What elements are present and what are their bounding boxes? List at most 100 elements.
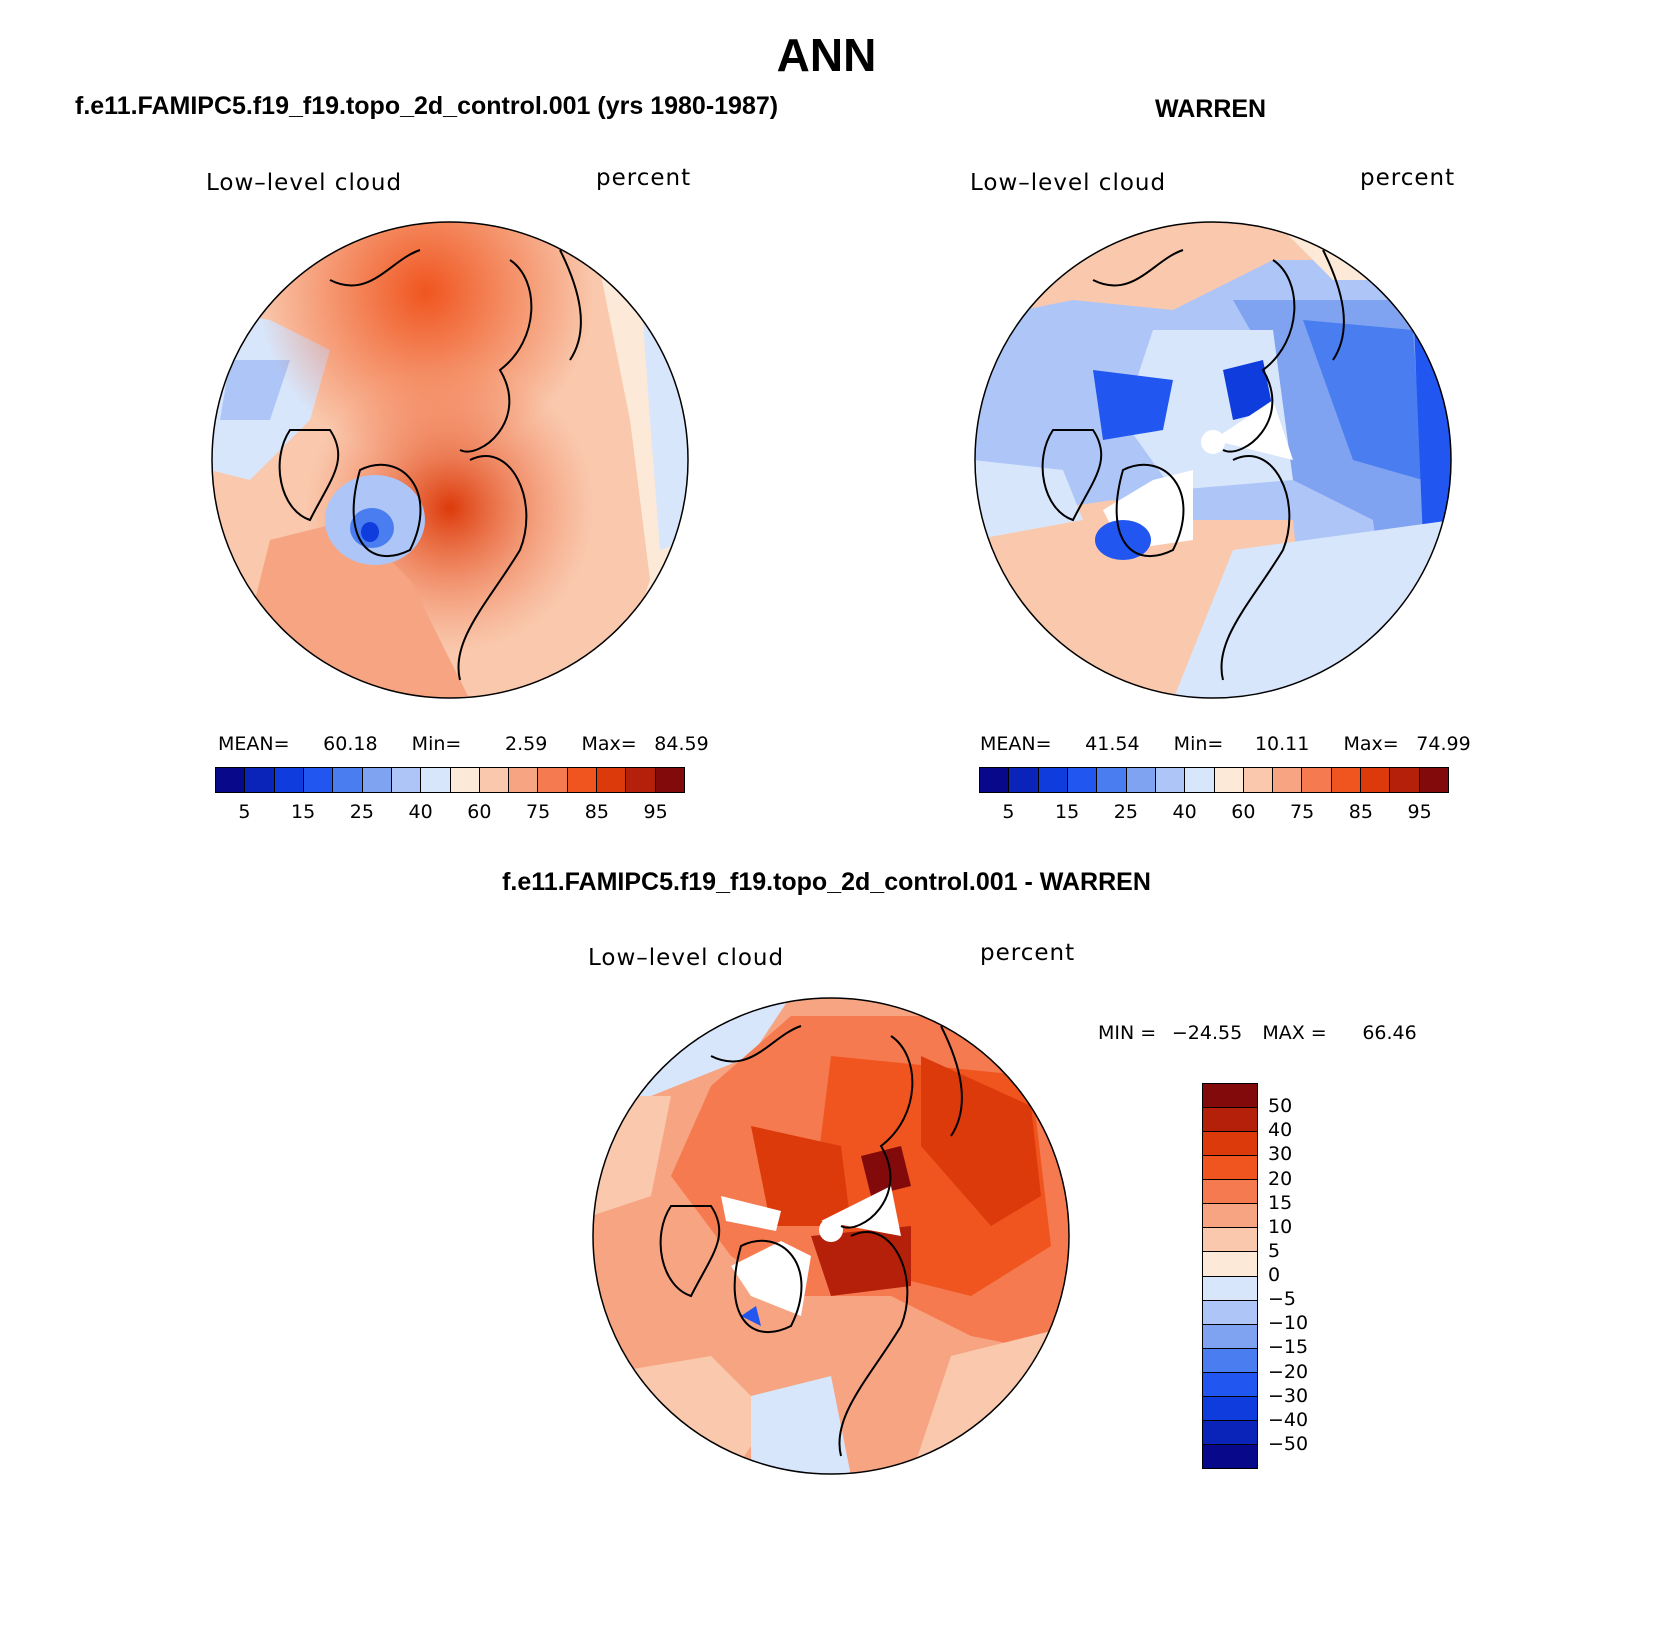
control-colorbar-swatch (567, 768, 598, 792)
control-colorbar-swatch (421, 768, 451, 792)
obs-polar-map (974, 221, 1452, 699)
obs-colorbar-swatch (1155, 768, 1186, 792)
diff-field-region (751, 1376, 851, 1474)
diff-max-label: MAX = (1262, 1022, 1327, 1044)
diff-colorbar-swatch (1203, 1108, 1257, 1133)
obs-pole-hole (1201, 430, 1225, 454)
obs-colorbar-swatch (1067, 768, 1098, 792)
control-units-label: percent (596, 165, 692, 191)
diff-colorbar-tick-label: −30 (1268, 1384, 1309, 1407)
control-colorbar-swatch (509, 768, 539, 792)
obs-min-label: Min= (1173, 733, 1224, 755)
obs-max-label: Max= (1343, 733, 1399, 755)
control-colorbar-swatch (245, 768, 275, 792)
diff-colorbar-tick-label: 20 (1268, 1167, 1293, 1190)
control-colorbar-tick-label: 40 (408, 801, 433, 823)
diff-colorbar-swatch (1203, 1084, 1257, 1109)
control-colorbar-tick-label: 25 (349, 801, 374, 823)
diff-colorbar-tick-label: 0 (1268, 1264, 1281, 1286)
diff-colorbar-swatch (1203, 1252, 1257, 1277)
diff-colorbar-swatch (1203, 1300, 1257, 1325)
obs-colorbar-swatch (1302, 768, 1332, 792)
diff-max-value: 66.46 (1362, 1022, 1417, 1044)
diff-field-region (741, 1306, 761, 1326)
diff-colorbar-tick-label: −40 (1268, 1408, 1309, 1431)
obs-colorbar-swatch (1390, 768, 1420, 792)
diff-map-border (592, 997, 1070, 1475)
control-stats: MEAN= 60.18 Min= 2.59 Max= 84.59 (218, 733, 709, 755)
obs-colorbar-tick-label: 60 (1231, 801, 1256, 823)
diff-coastlines (659, 1025, 963, 1457)
control-colorbar (215, 767, 685, 793)
control-colorbar-swatch (450, 768, 480, 792)
obs-map-border (974, 221, 1452, 699)
obs-colorbar-tick-label: 95 (1407, 801, 1432, 823)
diff-units-label: percent (980, 940, 1076, 966)
obs-colorbar-swatch (1185, 768, 1215, 792)
obs-variable-label: Low–level cloud (970, 170, 1167, 196)
obs-colorbar-tick-label: 85 (1348, 801, 1373, 823)
obs-colorbar-swatch (1009, 768, 1039, 792)
control-colorbar-swatch (479, 768, 510, 792)
control-colorbar-tick-label: 95 (643, 801, 668, 823)
control-colorbar-tick-label: 75 (526, 801, 551, 823)
diff-colorbar-tick-label: 50 (1268, 1095, 1293, 1118)
diff-min-label: MIN = (1098, 1022, 1157, 1044)
main-title: ANN (776, 29, 877, 81)
control-colorbar-swatch (538, 768, 568, 792)
diff-colorbar-tick-label: −20 (1268, 1360, 1309, 1383)
control-colorbar-tick-label: 5 (238, 801, 251, 823)
obs-colorbar-swatch (1331, 768, 1362, 792)
obs-colorbar-swatch (1038, 768, 1068, 792)
diff-min-value: −24.55 (1171, 1022, 1243, 1044)
diff-colorbar-tick-label: 10 (1268, 1215, 1293, 1238)
diff-colorbar-tick-label: 5 (1268, 1239, 1281, 1262)
obs-colorbar-tick-label: 75 (1290, 801, 1315, 823)
obs-coastlines (1041, 249, 1345, 681)
control-min-label: Min= (411, 733, 462, 755)
control-max-value: 84.59 (654, 733, 709, 755)
diff-colorbar-tick-label: −50 (1268, 1432, 1309, 1455)
control-colorbar-swatch (655, 768, 684, 792)
diff-colorbar-tick-label: −15 (1268, 1336, 1309, 1359)
obs-panel-title: WARREN (1155, 95, 1267, 123)
diff-variable-label: Low–level cloud (588, 945, 785, 971)
control-mean-label: MEAN= (218, 733, 290, 755)
obs-colorbar-tick-label: 5 (1002, 801, 1015, 823)
obs-field-region (1223, 360, 1273, 420)
control-variable-label: Low–level cloud (206, 170, 403, 196)
control-colorbar-swatch (216, 768, 246, 792)
obs-colorbar-swatch (1273, 768, 1303, 792)
diff-colorbar-swatch (1203, 1132, 1257, 1157)
control-panel-title: f.e11.FAMIPC5.f19_f19.topo_2d_control.00… (75, 92, 779, 120)
control-max-label: Max= (581, 733, 637, 755)
obs-colorbar-swatch (1419, 768, 1448, 792)
control-colorbar-tick-label: 15 (291, 801, 316, 823)
diff-colorbar-tick-label: 40 (1268, 1119, 1293, 1142)
diff-colorbar-swatch (1203, 1204, 1257, 1229)
obs-mean-label: MEAN= (980, 733, 1052, 755)
obs-units-label: percent (1360, 165, 1456, 191)
control-colorbar-tick-label: 60 (467, 801, 492, 823)
control-polar-map (211, 221, 689, 699)
diff-colorbar-swatch (1203, 1156, 1257, 1181)
obs-mean-value: 41.54 (1085, 733, 1140, 755)
diff-missing-strip (721, 1196, 781, 1231)
control-colorbar-swatch (274, 768, 304, 792)
control-colorbar-tick-label: 85 (584, 801, 609, 823)
diff-colorbar-swatch (1203, 1324, 1257, 1349)
control-colorbar-swatch (333, 768, 363, 792)
obs-colorbar (979, 767, 1449, 793)
diff-colorbar-swatch (1203, 1348, 1257, 1373)
diff-colorbar-tick-label: 15 (1268, 1191, 1293, 1214)
diff-colorbar-swatch (1203, 1444, 1257, 1468)
diff-field-region (751, 1126, 851, 1226)
obs-max-value: 74.99 (1416, 733, 1471, 755)
obs-colorbar-swatch (1214, 768, 1244, 792)
control-map-border (211, 221, 689, 699)
obs-colorbar-tick-label: 15 (1055, 801, 1080, 823)
diff-missing-region (731, 1241, 811, 1316)
obs-min-value: 10.11 (1254, 733, 1310, 755)
diff-colorbar-swatch (1203, 1180, 1257, 1205)
obs-colorbar-swatch (1361, 768, 1391, 792)
